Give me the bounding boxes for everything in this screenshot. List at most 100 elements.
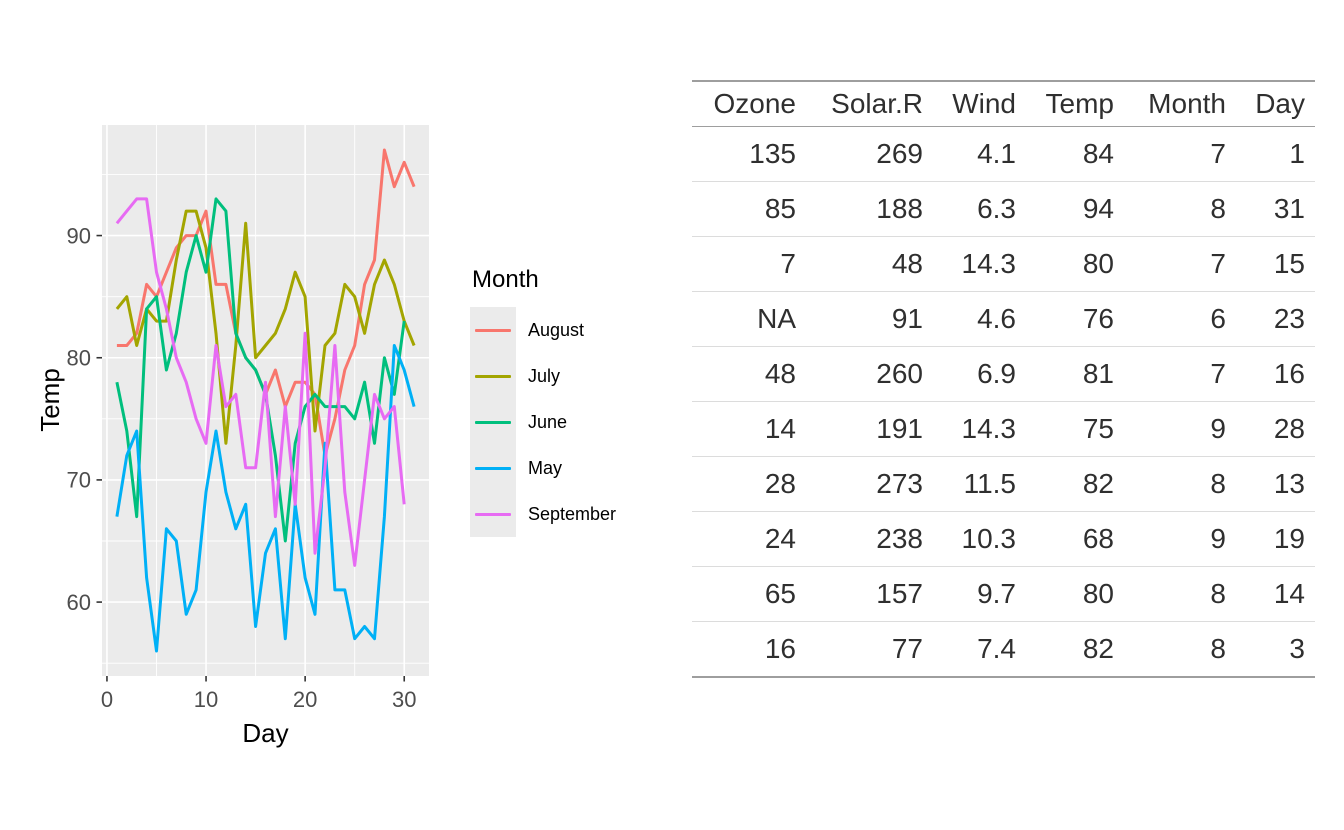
legend-title: Month [472, 266, 539, 293]
cell-temp: 82 [1026, 456, 1124, 512]
x-tick-label: 20 [293, 687, 317, 712]
table-body: 135 269 4.1 84 7 1 85 188 6.3 94 8 31 7 48 14.3 80 7 15 NA… [692, 127, 1315, 677]
cell-month: 8 [1124, 566, 1236, 622]
cell-ozone: NA [692, 291, 806, 347]
cell-wind: 6.3 [933, 181, 1026, 237]
table-row: 7 48 14.3 80 7 15 [692, 236, 1315, 292]
cell-ozone: 16 [692, 621, 806, 677]
cell-day: 16 [1236, 346, 1315, 402]
cell-solar-r: 273 [806, 456, 933, 512]
legend-key-line [475, 512, 511, 516]
cell-solar-r: 91 [806, 291, 933, 347]
legend-key-line [475, 328, 511, 332]
table-row: 24 238 10.3 68 9 19 [692, 511, 1315, 567]
legend-item-label: September [528, 503, 617, 524]
column-header-day: Day [1236, 81, 1315, 127]
legend-items: August July June May September [470, 307, 670, 537]
cell-ozone: 14 [692, 401, 806, 457]
cell-ozone: 135 [749, 138, 796, 169]
cell-temp: 84 [1082, 138, 1114, 169]
cell-month: 8 [1124, 456, 1236, 512]
legend-item-june: June [470, 399, 670, 445]
cell-solar-r: 238 [806, 511, 933, 567]
cell-temp: 81 [1026, 346, 1124, 402]
legend-key-line [475, 466, 511, 470]
legend-item-july: July [470, 353, 670, 399]
column-header-wind: Wind [933, 81, 1026, 127]
cell-solar-r: 157 [806, 566, 933, 622]
table-row: 14 191 14.3 75 9 28 [692, 401, 1315, 457]
cell-day: 13 [1236, 456, 1315, 512]
cell-temp: 68 [1026, 511, 1124, 567]
legend-key-line [475, 374, 511, 378]
cell-month: 8 [1124, 621, 1236, 677]
cell-wind: 6.9 [933, 346, 1026, 402]
cell-temp: 82 [1026, 621, 1124, 677]
cell-wind: 11.5 [933, 456, 1026, 512]
x-tick-label: 0 [101, 687, 113, 712]
x-tick-label: 10 [194, 687, 218, 712]
cell-temp: 75 [1026, 401, 1124, 457]
temp-by-day-chart: 0 10 20 30 60 70 80 90 Day Temp [35, 125, 429, 748]
cell-wind: 10.3 [933, 511, 1026, 567]
cell-ozone: 28 [692, 456, 806, 512]
table-header-row: Ozone Solar.R Wind Temp Month Day [692, 81, 1315, 127]
legend-item-september: September [470, 491, 670, 537]
cell-ozone: 48 [692, 346, 806, 402]
legend-item-august: August [470, 307, 670, 353]
table-row: 28 273 11.5 82 8 13 [692, 456, 1315, 512]
series-line-september [115, 197, 406, 567]
table-row: 85 188 6.3 94 8 31 [692, 181, 1315, 237]
table-row: 16 77 7.4 82 8 3 [692, 621, 1315, 677]
cell-day: 31 [1236, 181, 1315, 237]
series-line-may [115, 344, 416, 653]
cell-month: 9 [1124, 401, 1236, 457]
table-row: 135 269 4.1 84 7 1 [692, 127, 1315, 182]
cell-wind: 4.6 [933, 291, 1026, 347]
series-line-july [115, 209, 416, 445]
column-header-month: Month [1124, 81, 1236, 127]
cell-month: 7 [1210, 138, 1226, 169]
cell-month: 7 [1124, 346, 1236, 402]
cell-day: 3 [1236, 621, 1315, 677]
y-tick-label: 60 [67, 590, 91, 615]
cell-month: 6 [1124, 291, 1236, 347]
legend-item-label: May [528, 457, 563, 478]
cell-solar-r: 188 [806, 181, 933, 237]
y-tick-label: 80 [67, 345, 91, 370]
cell-day: 28 [1236, 401, 1315, 457]
cell-solar-r: 260 [806, 346, 933, 402]
y-tick-label: 70 [67, 468, 91, 493]
cell-month: 8 [1124, 181, 1236, 237]
legend-key-swatch [470, 353, 516, 399]
table-row: NA 91 4.6 76 6 23 [692, 291, 1315, 347]
legend-key-swatch [470, 445, 516, 491]
cell-ozone: 85 [692, 181, 806, 237]
table-row: 65 157 9.7 80 8 14 [692, 566, 1315, 622]
cell-temp: 80 [1026, 236, 1124, 292]
column-header-ozone: Ozone [692, 81, 806, 127]
cell-ozone: 7 [692, 236, 806, 292]
cell-wind: 9.7 [933, 566, 1026, 622]
legend-item-label: August [528, 319, 585, 340]
cell-wind: 4.1 [977, 138, 1016, 169]
y-axis-title: Temp [35, 368, 65, 432]
cell-day: 19 [1236, 511, 1315, 567]
cell-month: 7 [1124, 236, 1236, 292]
cell-solar-r: 77 [806, 621, 933, 677]
cell-ozone: 24 [692, 511, 806, 567]
legend-item-label: July [528, 365, 561, 386]
line-chart-svg: 0 10 20 30 60 70 80 90 Day Temp [35, 125, 429, 748]
cell-wind: 14.3 [933, 236, 1026, 292]
legend-item-may: May [470, 445, 670, 491]
legend-item-label: June [528, 411, 568, 432]
x-tick-label: 30 [392, 687, 416, 712]
cell-temp: 76 [1026, 291, 1124, 347]
cell-day: 23 [1236, 291, 1315, 347]
column-header-temp: Temp [1026, 81, 1124, 127]
chart-legend: Month August July June May September [470, 266, 670, 537]
cell-ozone: 65 [692, 566, 806, 622]
table-row: 48 260 6.9 81 7 16 [692, 346, 1315, 402]
cell-wind: 14.3 [933, 401, 1026, 457]
